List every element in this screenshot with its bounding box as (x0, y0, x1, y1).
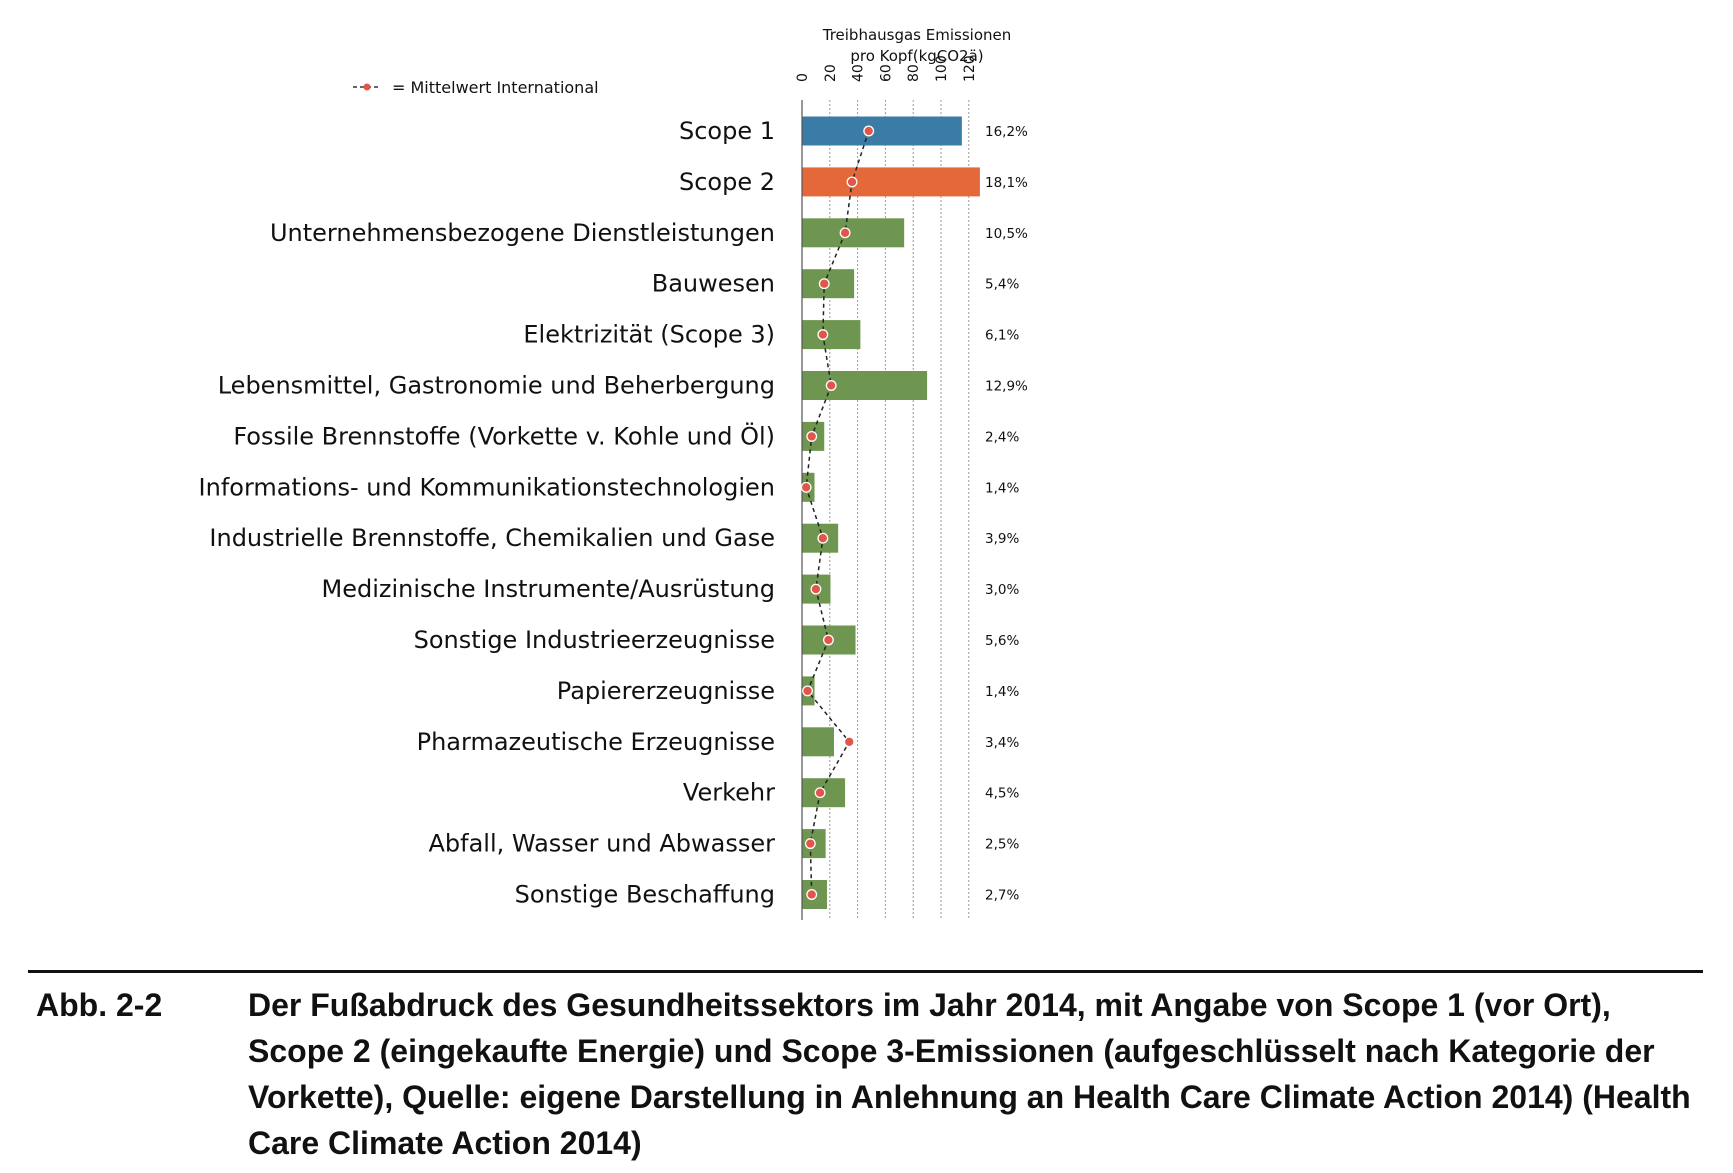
legend-label: = Mittelwert International (392, 78, 599, 97)
mean-marker (817, 532, 829, 544)
share-label: 2,4% (985, 429, 1019, 445)
share-label: 3,0% (985, 582, 1019, 598)
category-label: Informations- und Kommunikationstechnolo… (199, 473, 775, 501)
category-label: Sonstige Beschaffung (515, 881, 775, 909)
share-label: 18,1% (985, 175, 1028, 191)
caption-text: Der Fußabdruck des Gesundheitssektors im… (248, 987, 1691, 1161)
share-label: 1,4% (985, 480, 1019, 496)
share-label: 4,5% (985, 786, 1019, 802)
mean-marker (846, 176, 858, 188)
x-tick-label: 80 (906, 64, 922, 82)
mean-marker (822, 634, 834, 646)
bar (802, 320, 861, 350)
bar (802, 218, 905, 248)
bars (802, 116, 980, 909)
caption-number: Abb. 2-2 (36, 987, 163, 1023)
mean-marker (810, 583, 822, 595)
category-label: Unternehmensbezogene Dienstleistungen (270, 219, 775, 247)
share-label: 10,5% (985, 226, 1028, 242)
category-label: Scope 2 (679, 168, 775, 196)
axis-title-line2: pro Kopf(kgCO2ä) (850, 47, 983, 65)
bar (802, 371, 928, 400)
caption-divider (28, 970, 1703, 973)
category-label: Lebensmittel, Gastronomie und Beherbergu… (218, 372, 775, 400)
category-label: Medizinische Instrumente/Ausrüstung (321, 575, 775, 603)
mean-marker (800, 481, 812, 493)
international-mean-markers (800, 125, 875, 900)
mean-marker (825, 380, 837, 391)
x-tick-label: 40 (851, 64, 867, 82)
category-label: Pharmazeutische Erzeugnisse (417, 728, 775, 756)
mean-marker (817, 329, 829, 341)
legend: = Mittelwert International (353, 78, 599, 97)
x-tick-label: 0 (795, 73, 811, 82)
international-mean-line (805, 130, 870, 895)
x-tick-label: 60 (878, 64, 894, 82)
category-label: Verkehr (683, 779, 775, 807)
mean-marker (802, 685, 814, 697)
mean-marker (806, 430, 818, 442)
mean-marker (814, 787, 826, 799)
bar (802, 116, 962, 146)
share-label: 6,1% (985, 328, 1019, 344)
share-label: 5,4% (985, 277, 1019, 293)
mean-marker (863, 125, 875, 137)
chart: Treibhausgas Emissionen pro Kopf(kgCO2ä)… (199, 26, 1028, 920)
category-label: Bauwesen (652, 270, 775, 298)
mean-marker (839, 227, 851, 239)
share-label: 3,4% (985, 735, 1019, 751)
axis-title-line1: Treibhausgas Emissionen (822, 26, 1012, 44)
share-label: 16,2% (985, 124, 1028, 140)
share-label: 5,6% (985, 633, 1019, 649)
bar (802, 167, 980, 197)
x-tick-label: 20 (823, 64, 839, 82)
mean-marker (818, 278, 830, 290)
category-label: Papiererzeugnisse (557, 677, 775, 705)
category-label: Abfall, Wasser und Abwasser (429, 830, 776, 858)
category-label: Sonstige Industrieerzeugnisse (414, 626, 775, 654)
category-label: Industrielle Brennstoffe, Chemikalien un… (209, 524, 775, 552)
share-label: 2,5% (985, 837, 1019, 853)
mean-marker (804, 838, 816, 850)
x-tick-label: 120 (962, 55, 978, 82)
category-labels: Scope 1 Scope 2 Unternehmensbezogene Diens… (199, 117, 776, 909)
mean-marker (806, 889, 818, 900)
category-label: Scope 1 (679, 117, 775, 145)
share-label: 3,9% (985, 531, 1019, 547)
bar (802, 727, 834, 757)
share-label: 12,9% (985, 379, 1028, 395)
category-label: Elektrizität (Scope 3) (523, 321, 775, 349)
share-label: 2,7% (985, 888, 1019, 904)
category-label: Fossile Brennstoffe (Vorkette v. Kohle u… (233, 421, 775, 450)
mean-marker (843, 736, 855, 748)
x-tick-label: 100 (934, 55, 950, 82)
x-tick-labels: 0 20 40 60 80 100 120 (795, 55, 978, 82)
share-labels: 16,2% 18,1% 10,5% 5,4% 6,1% 12,9% 2,4% 1,4% 3,9%… (985, 124, 1028, 904)
share-label: 1,4% (985, 684, 1019, 700)
legend-marker (363, 83, 371, 91)
